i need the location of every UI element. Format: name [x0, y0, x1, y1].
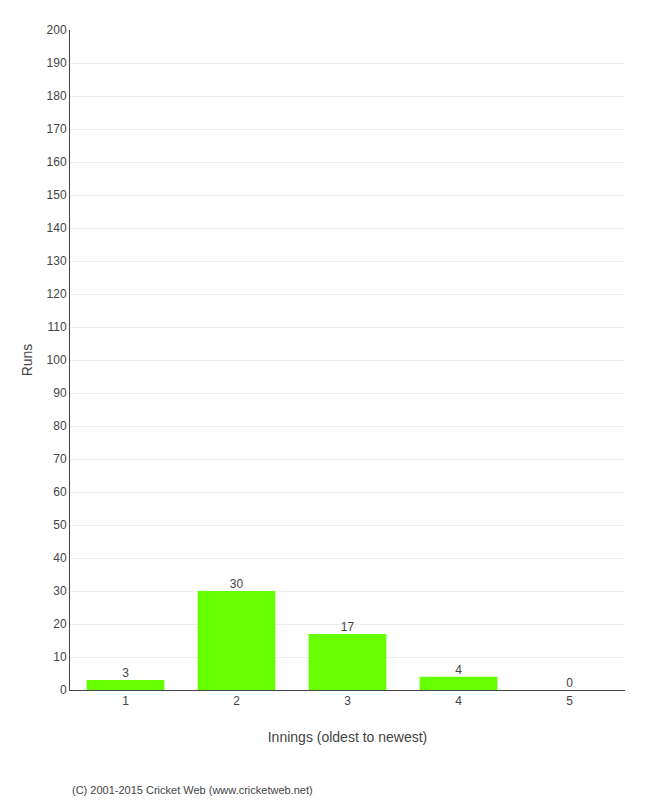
- svg-text:17: 17: [341, 620, 355, 634]
- svg-text:70: 70: [53, 452, 67, 466]
- svg-text:2: 2: [233, 694, 240, 708]
- svg-text:10: 10: [53, 650, 67, 664]
- svg-text:3: 3: [122, 666, 129, 680]
- svg-text:50: 50: [53, 518, 67, 532]
- svg-text:0: 0: [60, 683, 67, 697]
- svg-text:0: 0: [566, 676, 573, 690]
- svg-text:200: 200: [47, 23, 67, 37]
- svg-text:(C) 2001-2015 Cricket Web (www: (C) 2001-2015 Cricket Web (www.cricketwe…: [72, 784, 313, 796]
- svg-text:190: 190: [47, 56, 67, 70]
- svg-text:5: 5: [566, 694, 573, 708]
- svg-text:150: 150: [47, 188, 67, 202]
- svg-text:170: 170: [47, 122, 67, 136]
- svg-text:160: 160: [47, 155, 67, 169]
- svg-text:30: 30: [230, 577, 244, 591]
- svg-text:80: 80: [53, 419, 67, 433]
- svg-text:130: 130: [47, 254, 67, 268]
- svg-text:100: 100: [47, 353, 67, 367]
- svg-text:3: 3: [344, 694, 351, 708]
- svg-text:40: 40: [53, 551, 67, 565]
- svg-text:60: 60: [53, 485, 67, 499]
- svg-text:20: 20: [53, 617, 67, 631]
- svg-text:90: 90: [53, 386, 67, 400]
- svg-text:1: 1: [122, 694, 129, 708]
- svg-text:4: 4: [455, 663, 462, 677]
- svg-text:120: 120: [47, 287, 67, 301]
- svg-text:110: 110: [47, 320, 66, 334]
- svg-text:140: 140: [47, 221, 67, 235]
- svg-text:Runs: Runs: [19, 344, 35, 377]
- svg-text:4: 4: [455, 694, 462, 708]
- svg-text:180: 180: [47, 89, 67, 103]
- svg-text:30: 30: [53, 584, 67, 598]
- svg-text:Innings (oldest to newest): Innings (oldest to newest): [268, 729, 428, 745]
